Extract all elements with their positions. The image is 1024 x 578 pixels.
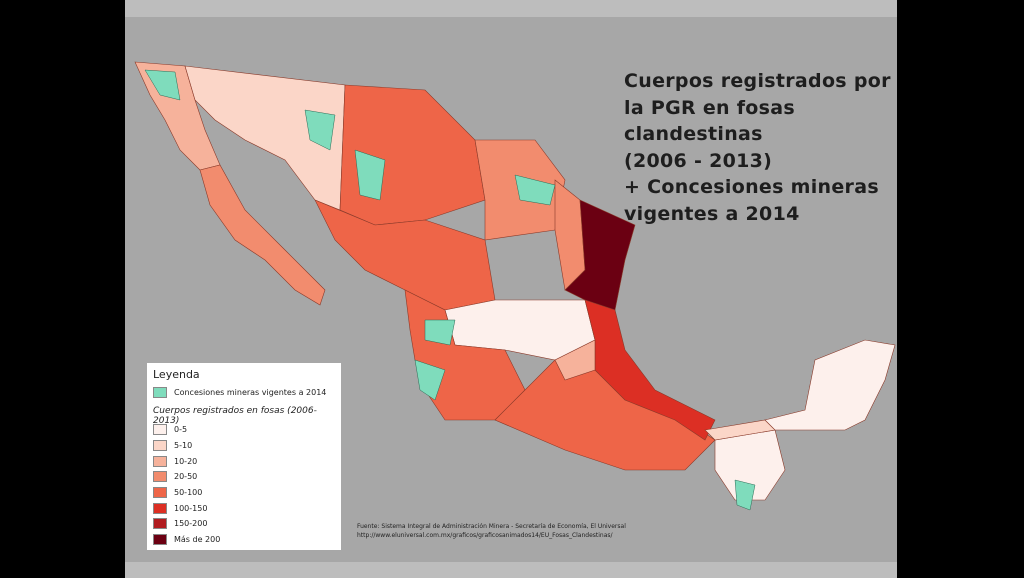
legend-swatch <box>153 487 167 499</box>
legend-swatch <box>153 471 167 483</box>
legend-swatch <box>153 440 167 452</box>
legend-title: Leyenda <box>153 368 200 381</box>
legend-label: 150-200 <box>174 519 208 529</box>
title-line: vigentes a 2014 <box>624 202 800 225</box>
legend-row: 0-5 <box>153 422 220 438</box>
title-line: + Concesiones mineras <box>624 176 879 198</box>
legend-label: 5-10 <box>174 441 193 451</box>
legend-swatch <box>153 455 167 467</box>
legend-row: 10-20 <box>153 453 220 469</box>
legend-row: 150-200 <box>153 516 220 532</box>
title: Cuerpos registrados por la PGR en fosas cl… <box>624 68 891 227</box>
mining-concessions <box>734 479 756 511</box>
slide: Cuerpos registrados por la PGR en fosas cl… <box>125 0 897 578</box>
legend-swatch <box>153 518 167 530</box>
legend-row: 50-100 <box>153 485 220 501</box>
legend-swatch <box>153 424 167 436</box>
mining-concessions <box>304 109 336 151</box>
legend-label: 0-5 <box>174 425 188 435</box>
bottom-band <box>125 562 897 578</box>
yucatan-peninsula <box>764 339 896 431</box>
legend-label: 20-50 <box>174 472 198 482</box>
legend-subtitle: Cuerpos registrados en fosas (2006-2013) <box>153 406 317 426</box>
legend-row: 100-150 <box>153 500 220 516</box>
title-line: Cuerpos registrados por <box>624 70 891 92</box>
mining-concessions <box>144 69 181 101</box>
legend-concessions: Concesiones mineras vigentes a 2014 <box>153 387 326 398</box>
legend-label: Más de 200 <box>174 535 221 545</box>
legend-label: 10-20 <box>174 456 198 466</box>
legend-label: 100-150 <box>174 503 208 513</box>
title-line: clandestinas <box>624 123 763 145</box>
mining-concessions <box>424 319 456 346</box>
legend-row: 5-10 <box>153 438 220 454</box>
baja-california-sur <box>199 164 326 306</box>
legend: Leyenda Concesiones mineras vigentes a 2… <box>147 363 341 550</box>
legend-swatch <box>153 534 167 546</box>
legend-swatch <box>153 387 167 398</box>
top-band <box>125 0 897 17</box>
map <box>134 61 896 511</box>
mining-concessions <box>514 174 556 206</box>
legend-label: 50-100 <box>174 488 203 498</box>
legend-row: 20-50 <box>153 469 220 485</box>
source: Fuente: Sistema Integral de Administraci… <box>357 522 626 540</box>
title-line: la PGR en fosas <box>624 96 796 119</box>
mining-concessions <box>414 359 446 401</box>
source-line: http://www.eluniversal.com.mx/graficos/g… <box>357 532 613 539</box>
mining-concessions <box>354 149 386 201</box>
legend-row: Más de 200 <box>153 532 220 548</box>
source-line: Fuente: Sistema Integral de Administraci… <box>357 523 626 530</box>
legend-swatch <box>153 502 167 514</box>
title-line: (2006 - 2013) <box>624 149 773 172</box>
puebla <box>554 339 596 381</box>
legend-classes: 0-5 5-10 10-20 20-50 50-100 100-150 150-200 Más… <box>153 422 220 548</box>
nuevo-leon <box>554 179 586 291</box>
legend-label: Concesiones mineras vigentes a 2014 <box>174 388 327 397</box>
